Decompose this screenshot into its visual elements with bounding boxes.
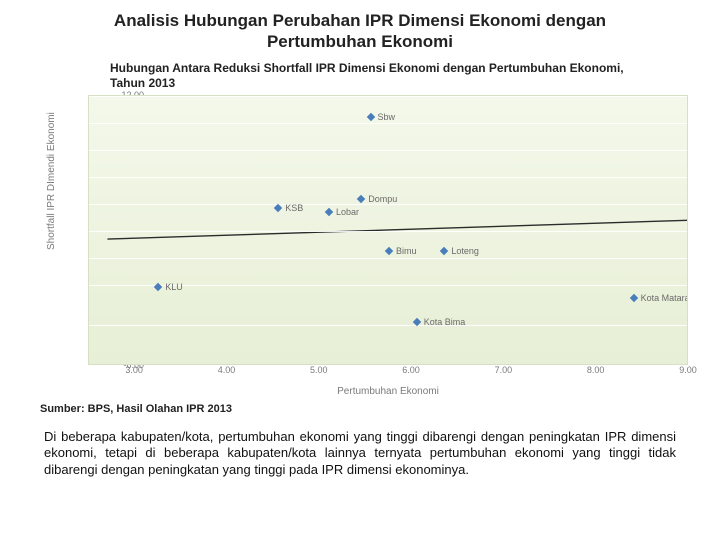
scatter-point: [325, 207, 333, 215]
scatter-point-label: Bimu: [396, 246, 417, 256]
x-tick-label: 5.00: [310, 365, 328, 375]
x-axis-row: Pertumbuhan Ekonomi: [88, 379, 688, 395]
title-line-2: Pertumbuhan Ekonomi: [267, 32, 453, 51]
x-tick-label: 9.00: [679, 365, 697, 375]
scatter-point: [629, 294, 637, 302]
x-tick-label: 4.00: [218, 365, 236, 375]
x-tick-label: 8.00: [587, 365, 605, 375]
scatter-point: [274, 203, 282, 211]
scatter-point-label: Dompu: [368, 194, 397, 204]
scatter-point: [357, 195, 365, 203]
page-title: Analisis Hubungan Perubahan IPR Dimensi …: [20, 10, 700, 53]
x-tick-label: 6.00: [402, 365, 420, 375]
scatter-point: [385, 247, 393, 255]
gridline: [89, 325, 687, 326]
gridline: [89, 258, 687, 259]
x-tick-label: 3.00: [125, 365, 143, 375]
y-axis-label: Shortfall IPR DImendi Ekonomi: [46, 112, 57, 250]
chart-subtitle: Hubungan Antara Reduksi Shortfall IPR Di…: [110, 61, 650, 91]
scatter-point-label: Loteng: [451, 246, 479, 256]
scatter-point: [366, 113, 374, 121]
scatter-point: [440, 247, 448, 255]
body-paragraph: Di beberapa kabupaten/kota, pertumbuhan …: [44, 429, 676, 480]
scatter-point-label: Kota Mataram: [641, 293, 688, 303]
x-tick-label: 7.00: [495, 365, 513, 375]
title-line-1: Analisis Hubungan Perubahan IPR Dimensi …: [114, 11, 606, 30]
scatter-plot: KLU KSB Lobar Dompu Sbw Bimu Kota Bima Loteng Ko…: [88, 95, 688, 365]
gridline: [89, 123, 687, 124]
x-axis-label: Pertumbuhan Ekonomi: [337, 386, 439, 397]
scatter-point-label: Kota Bima: [424, 317, 466, 327]
source-text: Sumber: BPS, Hasil Olahan IPR 2013: [40, 403, 700, 415]
scatter-point-label: Sbw: [378, 112, 396, 122]
gridline: [89, 150, 687, 151]
chart-container: Shortfall IPR DImendi Ekonomi -8.00-5.00…: [38, 95, 698, 395]
gridline: [89, 96, 687, 97]
page-root: Analisis Hubungan Perubahan IPR Dimensi …: [0, 0, 720, 540]
scatter-point-label: Lobar: [336, 207, 359, 217]
gridline: [89, 231, 687, 232]
gridline: [89, 177, 687, 178]
scatter-point-label: KLU: [165, 282, 183, 292]
x-ticks: 3.004.005.006.007.008.009.00: [88, 365, 688, 379]
scatter-point-label: KSB: [285, 203, 303, 213]
